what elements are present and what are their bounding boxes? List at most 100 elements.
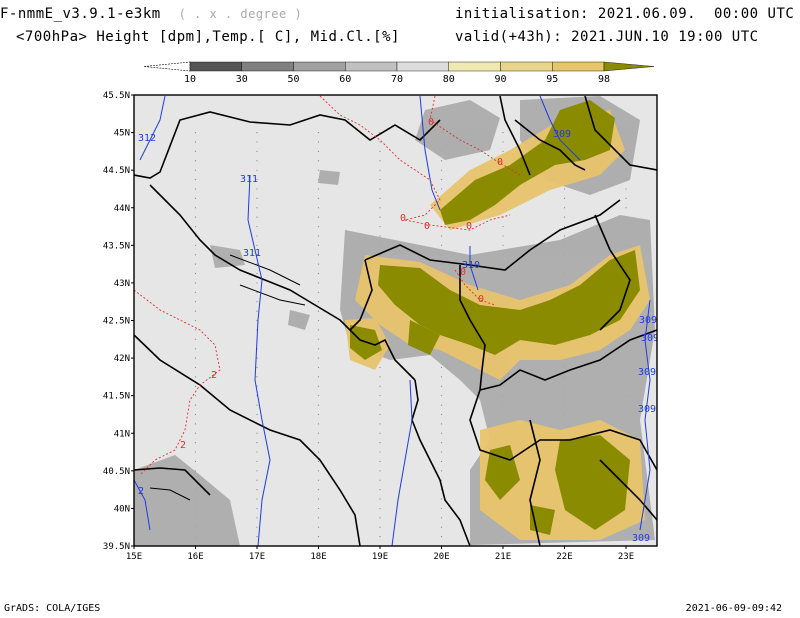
grid-dot: [379, 432, 381, 434]
height-label: 309: [641, 333, 659, 344]
grid-dot: [194, 160, 197, 162]
colorbar-segment: [448, 61, 501, 72]
grid-dot: [440, 169, 443, 171]
lon-label: 22E: [556, 552, 572, 562]
grid-dot: [256, 188, 258, 190]
lat-label: 41N: [114, 429, 130, 439]
grid-dot: [317, 291, 320, 293]
grid-dot: [194, 301, 197, 303]
grid-dot: [317, 498, 320, 500]
lon-label: 21E: [495, 552, 511, 562]
grid-dot: [563, 235, 566, 237]
grid-dot: [379, 423, 381, 425]
grid-dot: [194, 413, 197, 416]
grid-dot: [317, 348, 320, 350]
temp-label: 0: [428, 117, 434, 128]
grid-dot: [256, 479, 258, 481]
valid-value: 2021.JUN.10 19:00 UTC: [571, 29, 759, 45]
grid-dot: [256, 244, 258, 246]
grid-dot: [256, 272, 258, 275]
grid-dot: [625, 188, 627, 190]
grid-dot: [379, 517, 381, 519]
grid-dot: [194, 310, 197, 312]
temp-label: 0: [478, 294, 484, 305]
grid-dot: [379, 470, 381, 472]
lat-label: 42N: [114, 354, 130, 364]
colorbar-tick-label: 30: [236, 74, 248, 85]
timestamp-text: 2021-06-09-09:42: [685, 603, 782, 614]
lat-label: 44.5N: [103, 166, 130, 176]
valid-time: valid(+43h): 2021.JUN.10 19:00 UTC: [455, 29, 759, 45]
colorbar-lower-arrow: [143, 61, 191, 72]
grid-dot: [379, 536, 381, 538]
longitude-axis: 15E 16E 17E 18E 19E 20E 21E 22E 23E: [126, 546, 634, 562]
grid-dot: [256, 254, 258, 256]
grid-dot: [502, 131, 504, 134]
grid-dot: [440, 526, 443, 528]
grid-dot: [440, 498, 443, 500]
grid-dot: [194, 169, 197, 171]
grid-dot: [379, 366, 381, 369]
grid-dot: [194, 244, 197, 246]
grid-dot: [440, 470, 443, 472]
grid-dot: [256, 235, 258, 237]
grid-dot: [379, 376, 381, 378]
grid-dot: [256, 536, 258, 538]
grid-dot: [379, 395, 381, 397]
grid-dot: [317, 395, 320, 397]
grid-dot: [502, 141, 504, 143]
grid-dot: [317, 160, 320, 162]
init-label: initialisation:: [455, 6, 589, 22]
lon-label: 19E: [372, 552, 388, 562]
grid-dot: [256, 160, 258, 162]
colorbar-tick-label: 50: [287, 74, 299, 85]
grid-dot: [317, 131, 320, 134]
grid-dot: [256, 507, 258, 510]
grid-dot: [440, 451, 443, 453]
grid-dot: [502, 150, 504, 152]
grid-dot: [379, 188, 381, 190]
grid-dot: [256, 366, 258, 369]
grid-dot: [440, 423, 443, 425]
grid-dot: [379, 160, 381, 162]
grid-dot: [256, 404, 258, 406]
height-label: 309: [638, 404, 656, 415]
grid-dot: [317, 385, 320, 387]
grid-dot: [194, 404, 197, 406]
lat-label: 45N: [114, 129, 130, 139]
grid-dot: [379, 451, 381, 453]
grid-dot: [317, 216, 320, 218]
temp-label: 0: [424, 221, 430, 232]
temp-label: 2: [138, 486, 144, 497]
latitude-axis: 45.5N 45N 44.5N 44N 43.5N 43N 42.5N 42N 41.5N 41N…: [103, 91, 134, 552]
grid-dot: [194, 282, 197, 284]
grid-dot: [625, 197, 627, 199]
grid-dot: [317, 357, 320, 359]
grid-dot: [256, 432, 258, 434]
colorbar-segment: [500, 61, 553, 72]
grid-dot: [194, 423, 197, 425]
grid-dot: [440, 178, 443, 181]
grid-dot: [440, 235, 443, 237]
grid-dot: [194, 141, 197, 143]
height-label: 310: [462, 260, 480, 271]
grid-dot: [317, 301, 320, 303]
grid-dot: [440, 479, 443, 481]
grid-dot: [317, 150, 320, 152]
grid-dot: [563, 188, 566, 190]
grid-dot: [379, 479, 381, 481]
grid-dot: [625, 207, 627, 209]
colorbar-segment: [345, 61, 398, 72]
grid-dot: [256, 225, 258, 228]
lat-label: 40N: [114, 504, 130, 514]
grid-dot: [502, 235, 504, 237]
grid-dot: [379, 460, 381, 463]
grid-dot: [317, 319, 320, 322]
credit-text: GrADS: COLA/IGES: [4, 603, 101, 614]
grid-dot: [256, 451, 258, 453]
colorbar-tick-label: 60: [339, 74, 351, 85]
grid-dot: [317, 235, 320, 237]
grid-dot: [317, 338, 320, 340]
grid-dot: [317, 329, 320, 331]
grid-dot: [256, 376, 258, 378]
